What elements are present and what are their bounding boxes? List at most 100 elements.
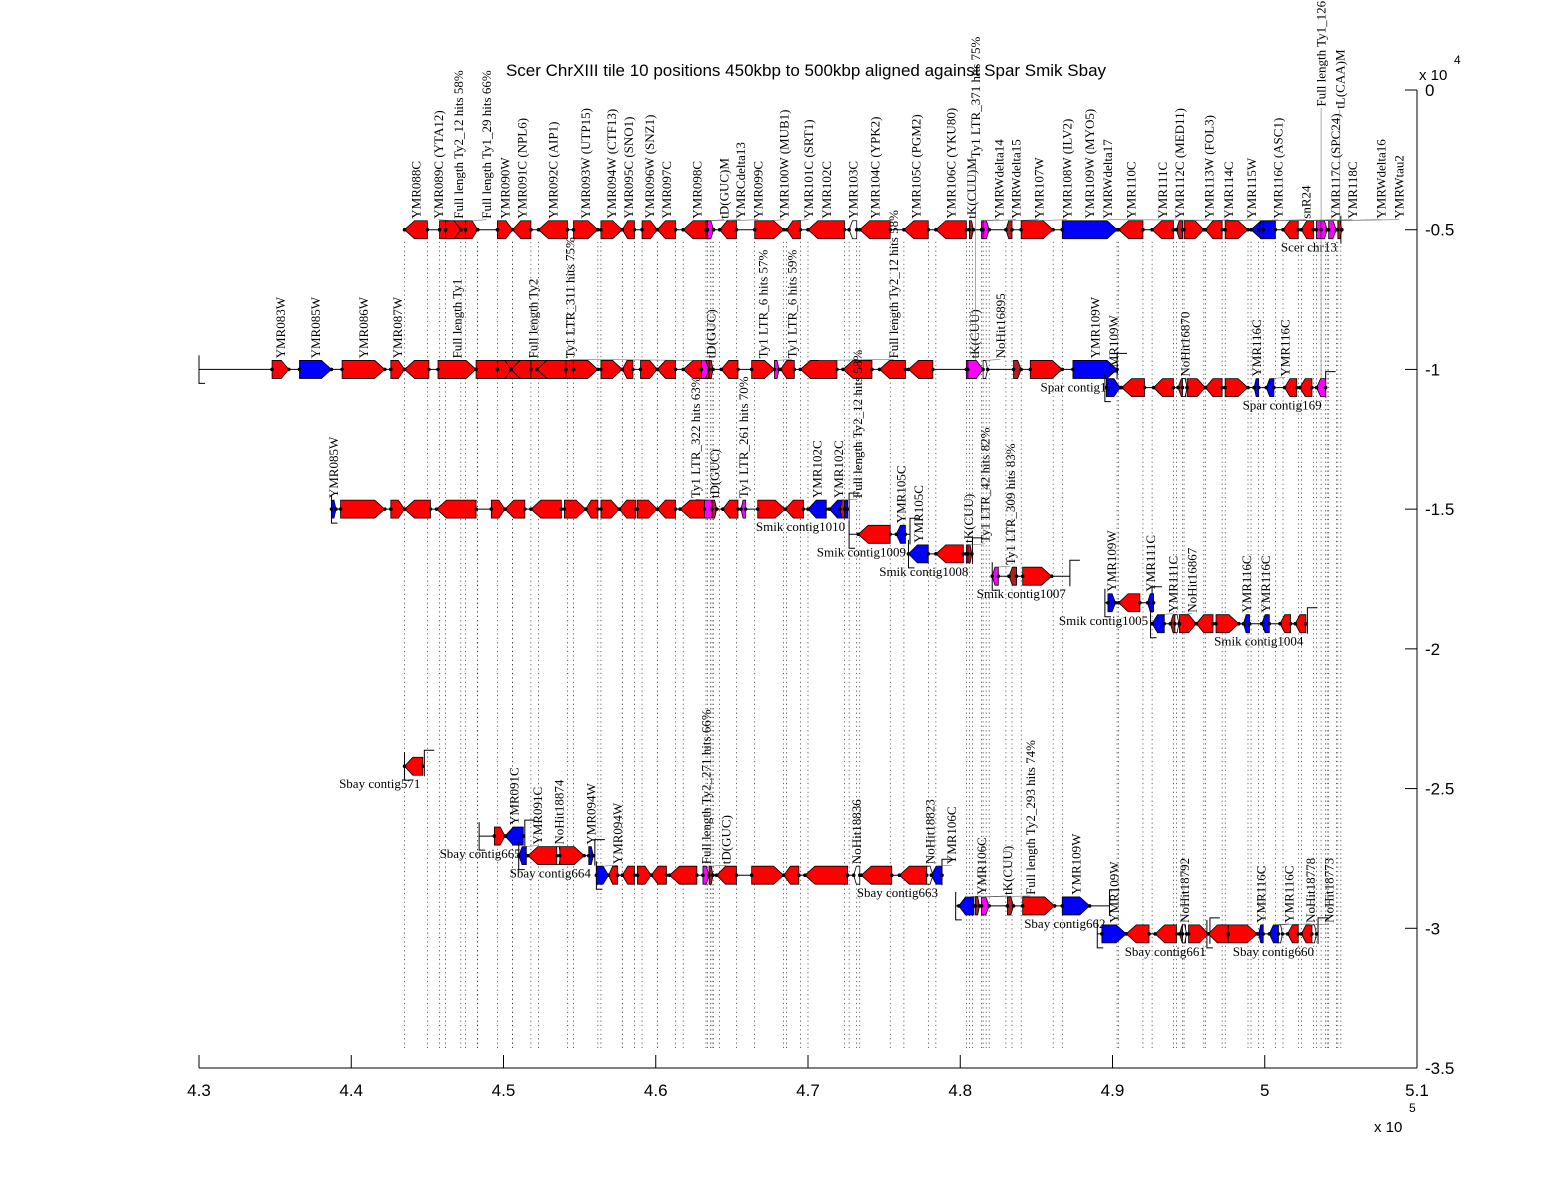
contig-start-bracket: [1206, 919, 1213, 949]
contig-track: [1206, 917, 1329, 949]
gene-label: Ty1 LTR_309 hits 83%: [1003, 443, 1018, 565]
gene-endpoint: [594, 873, 599, 877]
gene-label: Ty1 LTR_322 hits 63%: [688, 376, 703, 498]
contig-name-label: Sbay contig662: [1024, 916, 1105, 931]
gene-endpoint: [583, 507, 588, 511]
gene-label: Full length Ty2_12 hits 58%: [850, 350, 865, 499]
gene-label: YMR097C: [659, 161, 674, 219]
gene-arrow-gene: [935, 220, 967, 240]
label-leader-line: [776, 359, 792, 361]
gene-endpoint: [640, 227, 644, 232]
gene-arrow-highlight: [1243, 614, 1250, 634]
gene-arrow-highlight: [1261, 614, 1270, 634]
y-tick-label: -1: [1425, 360, 1440, 379]
gene-arrow-gene: [1183, 220, 1205, 240]
gene-arrow-gene: [668, 865, 698, 885]
gene-endpoint: [1276, 932, 1281, 936]
gene-endpoint: [1173, 621, 1177, 626]
gene-endpoint: [1176, 385, 1180, 390]
gene-arrow-gene: [751, 360, 776, 379]
gene-endpoint: [717, 227, 722, 232]
gene-endpoint: [673, 507, 678, 511]
gene-arrow-outline: [1182, 378, 1188, 397]
gene-label: YMR104C (YPK2): [867, 116, 882, 218]
gene-arrow-gene: [907, 360, 934, 379]
gene-label: YMR116C: [1258, 555, 1273, 612]
gene-endpoint: [631, 367, 635, 372]
gene-arrow-gene: [1125, 924, 1150, 944]
gene-endpoint: [571, 227, 576, 232]
gene-endpoint: [888, 532, 893, 537]
gene-endpoint: [1141, 227, 1145, 232]
gene-endpoint: [638, 367, 643, 372]
gene-arrow-outline: [1311, 924, 1317, 944]
gene-label: YMR094W: [584, 783, 599, 845]
gene-label: YMR094W (CTF13): [604, 109, 619, 219]
gene-endpoint: [1206, 932, 1211, 936]
gene-arrow-gene: [600, 360, 623, 379]
gene-endpoint: [526, 853, 530, 858]
label-leader-line: [1008, 219, 1039, 221]
gene-endpoint: [1011, 367, 1016, 372]
gene-label: NoHit16870: [1177, 312, 1192, 377]
gene-endpoint: [966, 367, 970, 372]
gene-endpoint: [1104, 385, 1109, 390]
gene-arrow-highlight: [504, 826, 524, 846]
gene-endpoint: [615, 873, 620, 877]
gene-endpoint: [707, 367, 711, 372]
gene-endpoint: [421, 764, 425, 769]
contig-track: [516, 839, 605, 871]
x-axis: 4.3 4.4 4.5 4.6 4.7 4.8 4.9 5 5.1 x 10 5: [187, 1055, 1429, 1136]
gene-endpoint: [664, 873, 669, 877]
gene-label: YMR095C (SNO1): [621, 116, 636, 218]
gene-endpoint: [996, 574, 1001, 579]
gene-endpoint: [1278, 621, 1282, 626]
gene-label: Full length Ty2_12 hits 58%: [451, 70, 466, 219]
contig-track: [594, 858, 952, 890]
gene-label: Full length Ty1: [450, 279, 465, 359]
gene-arrow-gene: [559, 846, 585, 866]
contig-end-bracket: [848, 492, 860, 520]
gene-label: tD(GUC)M: [717, 158, 732, 219]
contig-start-bracket: [404, 752, 411, 781]
gene-endpoint: [459, 227, 463, 232]
contig-name-label: Smik contig1010: [756, 519, 845, 534]
gene-endpoint: [1138, 600, 1142, 605]
gene-endpoint: [516, 853, 521, 858]
gene-endpoint: [503, 507, 507, 511]
gene-label: NoHit18778: [1303, 858, 1318, 923]
gene-endpoint: [1241, 621, 1246, 626]
label-leader-line: [1324, 219, 1400, 221]
gene-endpoint: [536, 227, 541, 232]
gene-endpoint: [1182, 227, 1186, 232]
gene-endpoint: [1153, 932, 1157, 936]
gene-label: Ty1 LTR_6 hits 59%: [784, 250, 799, 359]
gene-arrow-gene: [722, 499, 739, 519]
gene-label: YMR083W: [273, 296, 288, 358]
gene-endpoint: [966, 552, 970, 556]
gene-endpoint: [565, 227, 570, 232]
contig-start-bracket: [907, 539, 915, 569]
gene-arrow-highlight: [1147, 593, 1155, 613]
gene-endpoint: [1264, 385, 1269, 390]
gene-endpoint: [902, 227, 906, 232]
gene-endpoint: [889, 873, 894, 877]
gene-endpoint: [801, 507, 806, 511]
gene-endpoint: [752, 227, 757, 232]
gene-endpoint: [529, 367, 533, 372]
gene-endpoint: [681, 227, 685, 232]
label-leader-line: [570, 359, 706, 361]
gene-arrow-gene: [403, 360, 430, 379]
gene-label: YMR102C: [810, 440, 825, 498]
gene-endpoint: [940, 873, 944, 877]
gene-arrow-gene: [608, 865, 619, 885]
gene-endpoint: [1314, 385, 1319, 390]
gene-label: YMR106C (YKU80): [944, 108, 959, 219]
gene-arrow-highlight: [907, 544, 929, 564]
label-leader-line: [1107, 219, 1333, 221]
gene-arrow-gene: [1279, 614, 1292, 634]
gene-endpoint: [985, 367, 990, 372]
gene-endpoint: [897, 873, 902, 877]
gene-arrow-gene: [1300, 220, 1314, 240]
gene-arrow-trna: [708, 865, 714, 885]
